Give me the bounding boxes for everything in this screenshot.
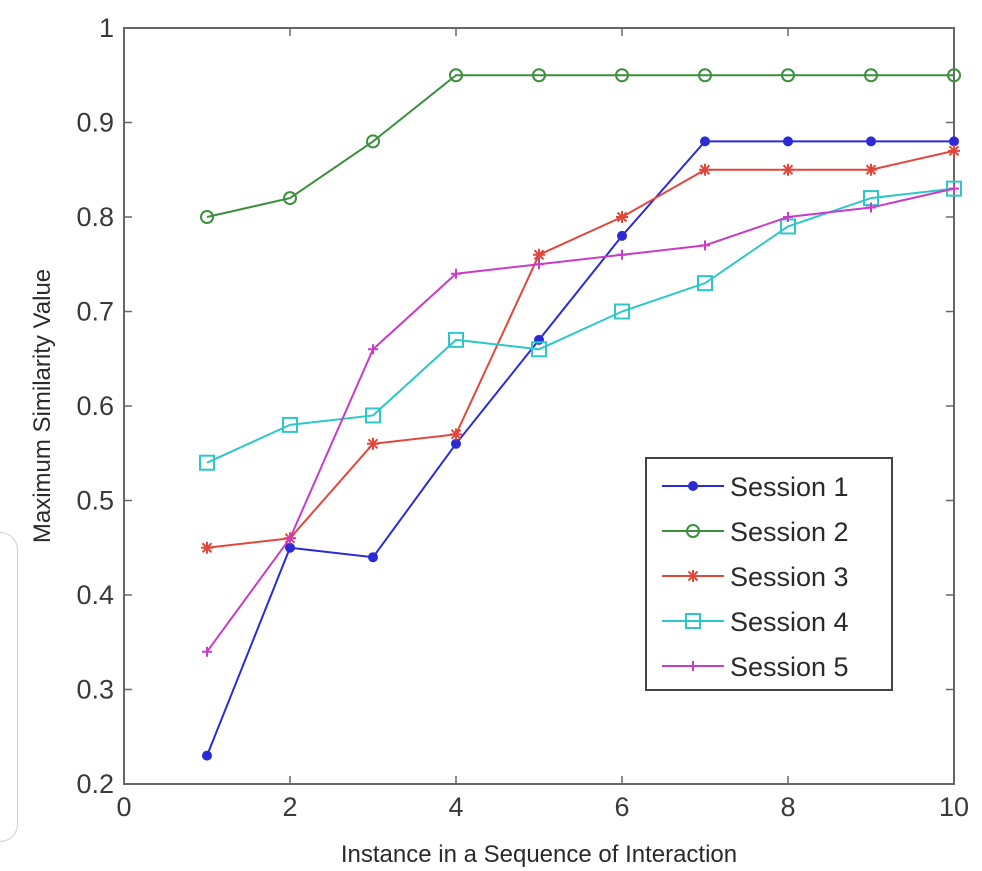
series-5-point	[949, 183, 959, 194]
x-tick-label: 0	[116, 792, 131, 822]
series-2-point	[864, 68, 878, 83]
series-2-point	[698, 68, 712, 83]
axis-ticks: 0 2 4 6 8 10 0.2 0.3 0.4 0.5 0.6 0.7 0.8 0.9 1	[76, 13, 969, 822]
series-5-point	[534, 259, 544, 270]
legend-label-5: Session 5	[730, 652, 849, 682]
series-1-point	[700, 136, 710, 147]
series-1-point	[866, 136, 876, 147]
series-line-2	[206, 74, 954, 218]
series-4-point	[199, 454, 215, 471]
legend-marker-1	[688, 481, 698, 491]
y-tick-label: 0.9	[76, 108, 114, 138]
series-5-point	[866, 202, 876, 213]
legend-label-4: Session 4	[730, 607, 849, 637]
series-1-point	[783, 136, 793, 147]
series-1-point	[617, 230, 627, 241]
x-axis-label: Instance in a Sequence of Interaction	[341, 841, 737, 868]
series-1-point	[202, 750, 212, 761]
y-tick-label: 0.5	[76, 486, 114, 516]
series-4-point	[448, 331, 464, 348]
y-tick-label: 0.2	[76, 769, 114, 799]
legend-marker-5	[688, 661, 698, 671]
series-2-point	[366, 134, 380, 149]
series-1-point	[285, 542, 295, 553]
series-4-point	[365, 407, 381, 424]
legend: Session 1 Session 2 Session 3 Session 4 Sess…	[645, 457, 893, 691]
series-2-point	[283, 191, 297, 206]
legend-label-2: Session 2	[730, 517, 849, 547]
y-tick-label: 0.6	[76, 391, 114, 421]
series-2-point	[200, 210, 214, 224]
series-3-point	[201, 541, 213, 554]
series-3-point	[616, 211, 628, 223]
series-3-point	[367, 437, 379, 450]
x-tick-label: 8	[780, 792, 795, 822]
series-line-5	[206, 187, 955, 653]
series-5-point	[617, 249, 627, 260]
series-5-point	[700, 240, 710, 251]
x-tick-label: 10	[939, 792, 969, 822]
legend-box	[645, 457, 893, 691]
series-1-point	[534, 334, 544, 345]
series-3-point	[782, 163, 794, 176]
y-tick-label: 0.7	[76, 297, 114, 327]
series-2-point	[449, 68, 463, 83]
series-3-point	[450, 428, 462, 441]
series-2-point	[781, 68, 795, 83]
series-line-3	[206, 149, 955, 549]
series-2-point	[615, 68, 629, 83]
series-3-point	[699, 163, 711, 176]
series-4-point	[531, 341, 547, 358]
series-1-point	[451, 438, 461, 449]
x-tick-label: 4	[448, 792, 463, 822]
series-1-point	[368, 552, 378, 563]
series-4-point	[614, 303, 630, 320]
series-5-point	[451, 268, 461, 279]
series-5-point	[202, 646, 212, 657]
series-5-point	[783, 212, 793, 222]
series-4-point	[282, 416, 298, 433]
y-tick-label: 0.4	[76, 580, 114, 610]
legend-label-1: Session 1	[730, 472, 849, 502]
y-tick-label: 1	[99, 13, 114, 43]
series-3-point	[948, 144, 960, 157]
series-2-point	[947, 68, 961, 83]
series-5-point	[285, 533, 295, 544]
legend-marker-3	[687, 570, 699, 582]
legend-marker-2	[686, 524, 700, 538]
y-axis-label: Maximum Similarity Value	[29, 269, 56, 543]
series-1-point	[949, 136, 959, 147]
x-tick-label: 6	[614, 792, 629, 822]
series-4-point	[946, 180, 962, 197]
series-line-1	[206, 140, 954, 757]
series-layer	[199, 68, 962, 761]
series-3-point	[865, 163, 877, 176]
x-tick-label: 2	[282, 792, 297, 822]
legend-label-3: Session 3	[730, 562, 849, 592]
series-5-point	[368, 344, 378, 355]
series-4-point	[697, 275, 713, 292]
y-tick-label: 0.8	[76, 202, 114, 232]
series-3-point	[533, 248, 545, 261]
legend-marker-4	[685, 613, 701, 629]
series-2-point	[532, 68, 546, 83]
y-tick-label: 0.3	[76, 675, 114, 705]
